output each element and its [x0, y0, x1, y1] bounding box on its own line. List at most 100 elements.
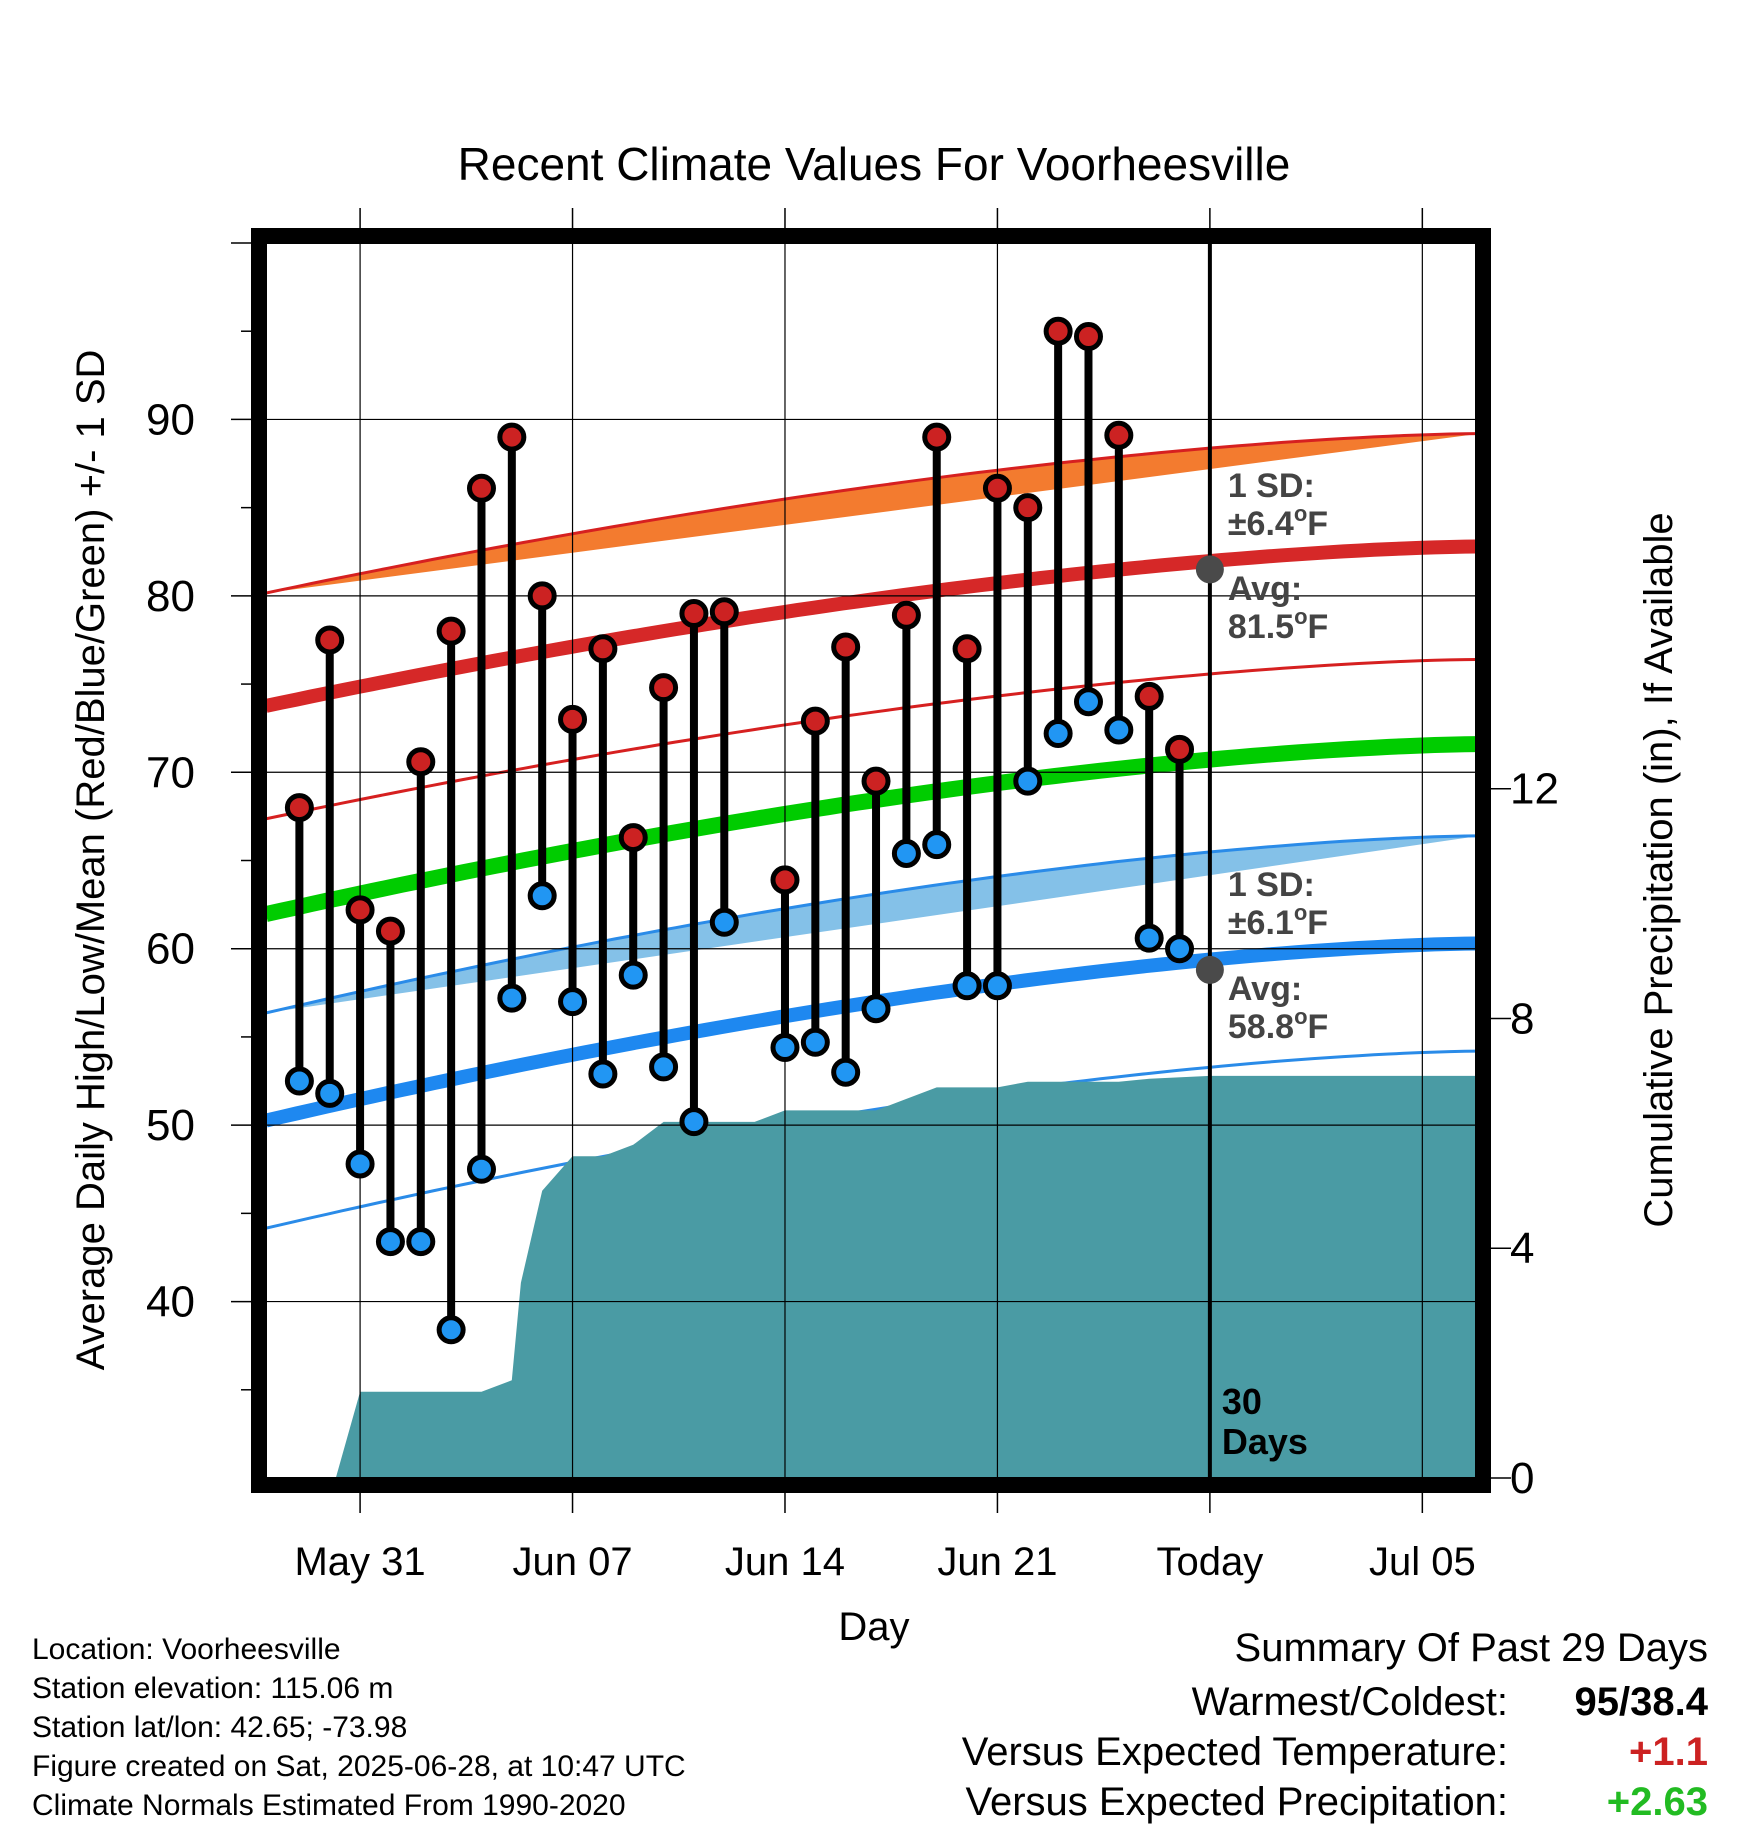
daily-low-point [1013, 766, 1043, 796]
y2-tick-label: 4 [1510, 1224, 1534, 1273]
high-avg-annotation-line2: 81.5oF [1228, 604, 1328, 646]
y-tick-label: 70 [146, 748, 195, 797]
elevation-text: Station elevation: 115.06 m [32, 1672, 394, 1705]
high-sd-annotation-line1: 1 SD: [1228, 467, 1315, 505]
daily-low-point [375, 1227, 405, 1257]
daily-high-point [284, 793, 314, 823]
daily-low-point [497, 983, 527, 1013]
daily-high-point [1104, 420, 1134, 450]
x-tick-label: Jun 14 [725, 1540, 845, 1584]
cumulative-precip-area [335, 1075, 1476, 1478]
low-avg-annotation-line1: Avg: [1228, 970, 1302, 1008]
daily-low-point [770, 1033, 800, 1063]
daily-low-point [1073, 687, 1103, 717]
daily-low-point [466, 1154, 496, 1184]
chart-title: Recent Climate Values For Voorheesville [458, 138, 1291, 190]
daily-high-point [1043, 316, 1073, 346]
warmest-coldest-label: Warmest/Coldest: [1191, 1680, 1508, 1724]
summary-warmest-coldest: Warmest/Coldest: 95/38.4 [888, 1680, 1708, 1730]
daily-high-point [315, 625, 345, 655]
daily-low-point [922, 830, 952, 860]
x-tick-label: Jul 05 [1369, 1540, 1476, 1584]
temp-deviation-value: +1.1 [1629, 1730, 1708, 1774]
daily-high-point [861, 766, 891, 796]
high-avg-annotation-line1: Avg: [1228, 570, 1302, 608]
daily-high-point [375, 916, 405, 946]
low-sd-band [266, 835, 1476, 1013]
daily-high-point [466, 473, 496, 503]
y-tick-label: 80 [146, 572, 195, 621]
daily-low-point [679, 1107, 709, 1137]
y2-tick-label: 0 [1510, 1454, 1534, 1503]
daily-low-point [436, 1315, 466, 1345]
y-tick-label: 60 [146, 925, 195, 974]
normals-text: Climate Normals Estimated From 1990-2020 [32, 1789, 626, 1822]
daily-low-point [406, 1227, 436, 1257]
summary-title: Summary Of Past 29 Days [1234, 1626, 1708, 1670]
created-text: Figure created on Sat, 2025-06-28, at 10… [32, 1750, 686, 1783]
precip-deviation-label: Versus Expected Precipitation: [965, 1780, 1508, 1824]
summary-temperature: Versus Expected Temperature: +1.1 [888, 1730, 1708, 1780]
daily-low-point [618, 960, 648, 990]
daily-high-point [527, 581, 557, 611]
low-sd-annotation-line2: ±6.1oF [1228, 900, 1328, 942]
daily-high-point [1073, 322, 1103, 352]
x-axis-label: Day [838, 1605, 909, 1649]
station-info: Location: Voorheesville Station elevatio… [32, 1630, 686, 1825]
y-tick-label: 90 [146, 395, 195, 444]
daily-low-point [861, 994, 891, 1024]
daily-high-point [982, 473, 1012, 503]
high-avg-dot [1195, 555, 1224, 584]
plot-contents [266, 243, 1476, 1478]
location-text: Location: Voorheesville [32, 1633, 341, 1666]
daily-low-point [588, 1059, 618, 1089]
x-tick-label: Jun 07 [512, 1540, 632, 1584]
low-avg-annotation-line2: 58.8oF [1228, 1004, 1328, 1046]
daily-high-point [1165, 734, 1195, 764]
low-avg-dot [1195, 955, 1224, 984]
daily-high-point [952, 634, 982, 664]
high-sd-annotation-line2: ±6.4oF [1228, 501, 1328, 543]
daily-low-point [345, 1149, 375, 1179]
daily-low-point [284, 1066, 314, 1096]
daily-low-point [1134, 923, 1164, 953]
y-tick-label: 50 [146, 1101, 195, 1150]
y-axis-label: Average Daily High/Low/Mean (Red/Blue/Gr… [69, 350, 113, 1371]
daily-low-point [527, 881, 557, 911]
temp-deviation-label: Versus Expected Temperature: [961, 1730, 1508, 1774]
daily-high-point [1013, 493, 1043, 523]
daily-low-point [831, 1057, 861, 1087]
y2-tick-label: 8 [1510, 994, 1534, 1043]
summary-panel: Summary Of Past 29 Days Warmest/Coldest:… [888, 1626, 1708, 1830]
daily-high-point [709, 597, 739, 627]
daily-low-point [1104, 715, 1134, 745]
daily-high-point [770, 865, 800, 895]
daily-high-point [436, 616, 466, 646]
low-sd-lower-edge [266, 1049, 1476, 1230]
daily-low-point [982, 971, 1012, 1001]
y-tick-label: 40 [146, 1278, 195, 1327]
high-sd-band [266, 433, 1476, 593]
daily-low-point [1165, 934, 1195, 964]
daily-high-point [588, 634, 618, 664]
daily-low-point [1043, 718, 1073, 748]
daily-high-point [831, 632, 861, 662]
high-sd-upper-edge [266, 432, 1476, 595]
precip-deviation-value: +2.63 [1606, 1780, 1708, 1824]
today-days-label-2: Days [1222, 1421, 1308, 1462]
daily-high-point [497, 422, 527, 452]
daily-high-point [679, 599, 709, 628]
daily-high-point [345, 895, 375, 925]
daily-high-point [558, 704, 588, 734]
daily-low-point [709, 907, 739, 937]
daily-low-point [891, 838, 921, 868]
plot-frame [251, 228, 1491, 1493]
daily-high-point [618, 823, 648, 853]
daily-high-point [891, 600, 921, 630]
daily-low-point [649, 1052, 679, 1082]
normal-high-line [266, 539, 1476, 713]
latlon-text: Station lat/lon: 42.65; -73.98 [32, 1711, 408, 1744]
y2-tick-label: 12 [1510, 765, 1559, 814]
